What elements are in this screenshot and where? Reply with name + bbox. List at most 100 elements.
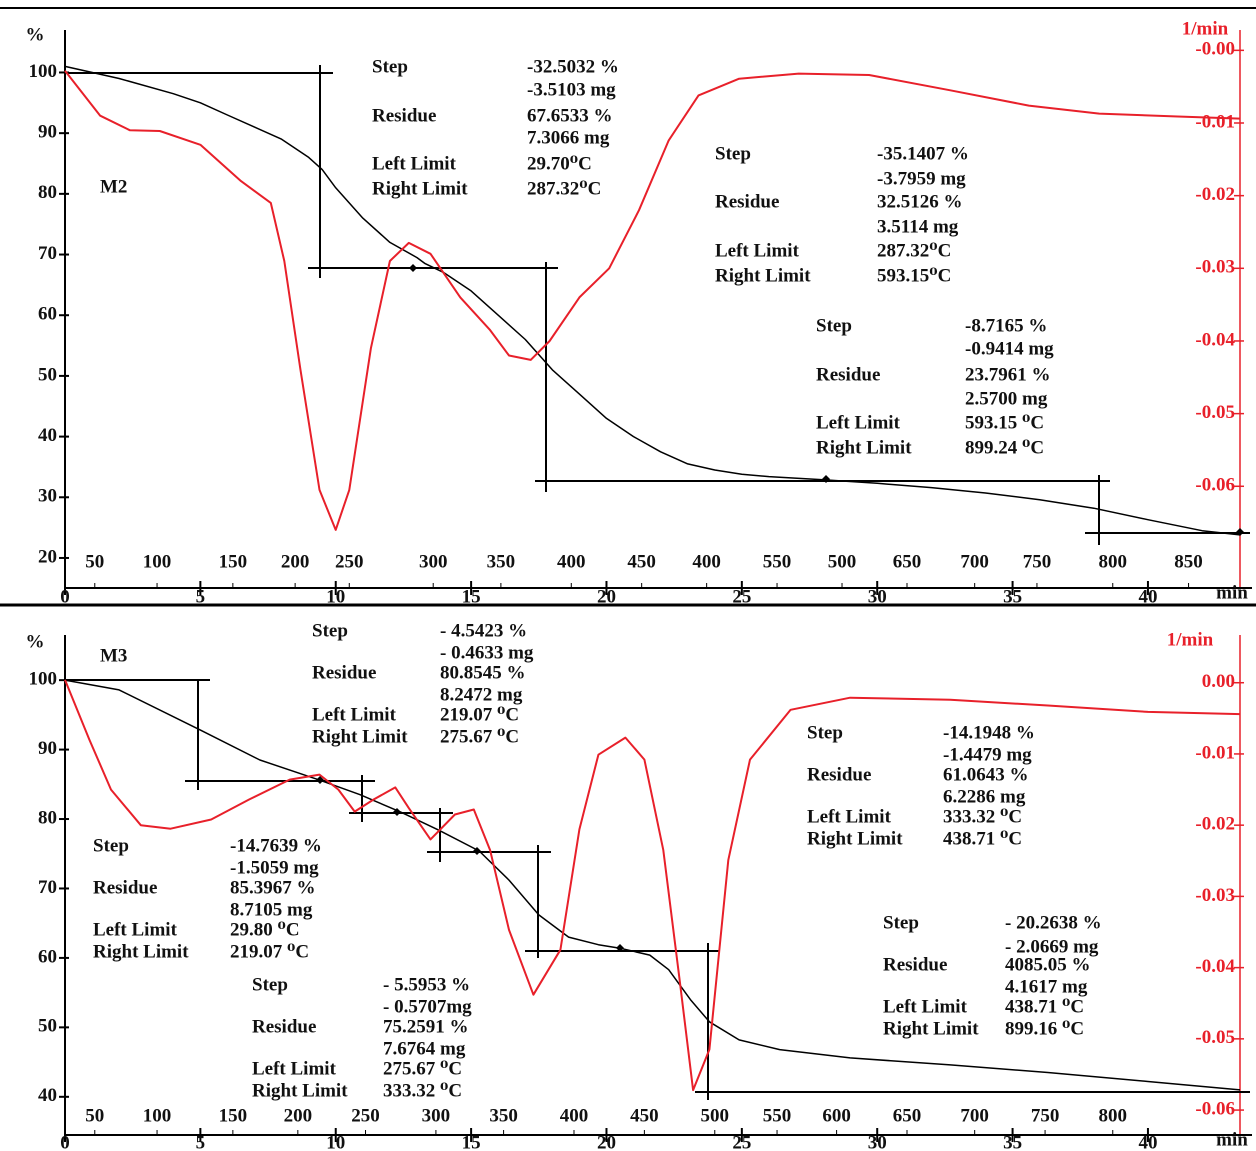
- annotation-label: Left Limit: [816, 412, 901, 433]
- x-tick-label: 25: [732, 586, 751, 607]
- y2-tick-label: -0.06: [1195, 475, 1235, 496]
- x2-tick-label: 300: [422, 1105, 451, 1126]
- x-tick-label: 0: [60, 1132, 70, 1151]
- x-tick-label: 0: [60, 586, 70, 607]
- x2-tick-label: 400: [560, 1105, 589, 1126]
- annotation-value: 275.67 ⁰C: [440, 726, 519, 747]
- x2-tick-label: 550: [763, 551, 792, 572]
- annotation-label: Right Limit: [883, 1018, 979, 1039]
- panel-label: M3: [100, 645, 127, 666]
- y-tick-label: 20: [38, 546, 57, 567]
- annotation-value: 287.32⁰C: [527, 178, 601, 199]
- x-tick-label: 40: [1138, 1132, 1157, 1151]
- annotation-value: 23.7961 %: [965, 364, 1051, 385]
- y-tick-label: 40: [38, 425, 57, 446]
- y-tick-label: 70: [38, 243, 57, 264]
- y-axis-title: %: [26, 631, 45, 652]
- x2-tick-label: 150: [219, 551, 248, 572]
- annotation-label: Step: [93, 835, 129, 856]
- x2-tick-label: 600: [822, 1105, 851, 1126]
- annotation-value: - 0.4633 mg: [440, 642, 534, 663]
- annotation-label: Residue: [883, 954, 947, 975]
- y-tick-label: 100: [29, 61, 58, 82]
- annotation-value: 29.70⁰C: [527, 153, 592, 174]
- annotation-value: 275.67 ⁰C: [383, 1058, 462, 1079]
- annotation-label: Left Limit: [372, 153, 457, 174]
- x2-tick-label: 700: [960, 551, 989, 572]
- annotation-label: Residue: [715, 191, 779, 212]
- annotation-label: Right Limit: [372, 178, 468, 199]
- x2-tick-label: 350: [487, 551, 516, 572]
- y2-tick-label: 0.00: [1202, 671, 1235, 692]
- x2-tick-label: 800: [1099, 1105, 1128, 1126]
- annotation-value: -14.1948 %: [943, 722, 1035, 743]
- annotation-value: 4.1617 mg: [1005, 976, 1088, 997]
- annotation-value: 29.80 ⁰C: [230, 919, 300, 940]
- x2-tick-label: 500: [701, 1105, 730, 1126]
- x2-tick-label: 50: [85, 551, 104, 572]
- x-tick-label: 40: [1138, 586, 1157, 607]
- y2-tick-label: -0.01: [1195, 742, 1235, 763]
- x2-tick-label: 100: [143, 551, 172, 572]
- tg-curve: [64, 65, 1241, 536]
- x2-tick-label: 100: [143, 1105, 172, 1126]
- annotation-label: Step: [807, 722, 843, 743]
- y-tick-label: 90: [38, 122, 57, 143]
- panel-label: M2: [100, 176, 127, 197]
- x-tick-label: 5: [196, 586, 206, 607]
- annotation-label: Step: [883, 912, 919, 933]
- y2-axis-title: 1/min: [1182, 18, 1229, 39]
- annotation-label: Right Limit: [816, 437, 912, 458]
- annotation-value: 8.2472 mg: [440, 684, 523, 705]
- x-tick-label: 10: [326, 1132, 345, 1151]
- annotation-value: 75.2591 %: [383, 1016, 469, 1037]
- dtg-curve: [64, 679, 1241, 1092]
- y2-tick-label: -0.02: [1195, 814, 1235, 835]
- x-tick-label: 10: [326, 586, 345, 607]
- annotation-label: Left Limit: [252, 1058, 337, 1079]
- annotation-value: 333.32 ⁰C: [383, 1080, 462, 1101]
- annotation-label: Residue: [93, 877, 157, 898]
- annotation-value: -1.4479 mg: [943, 744, 1032, 765]
- x-tick-label: 30: [868, 586, 887, 607]
- annotation-value: 80.8545 %: [440, 662, 526, 683]
- annotation-label: Left Limit: [807, 806, 892, 827]
- annotation-value: 333.32 ⁰C: [943, 806, 1022, 827]
- x2-tick-label: 250: [351, 1105, 380, 1126]
- y-tick-label: 50: [38, 364, 57, 385]
- annotation-label: Step: [372, 56, 408, 77]
- annotation-value: 4085.05 %: [1005, 954, 1091, 975]
- annotation-label: Residue: [312, 662, 376, 683]
- x2-tick-label: 550: [763, 1105, 792, 1126]
- annotation-value: 3.5114 mg: [877, 216, 959, 237]
- y2-tick-label: -0.05: [1195, 402, 1235, 423]
- annotation-value: -8.7165 %: [965, 315, 1047, 336]
- annotation-value: 7.3066 mg: [527, 127, 610, 148]
- inflection-marker: [616, 944, 624, 952]
- x2-tick-label: 50: [85, 1105, 104, 1126]
- annotation-label: Residue: [807, 764, 871, 785]
- y2-tick-label: -0.03: [1195, 257, 1235, 278]
- annotation-value: - 2.0669 mg: [1005, 936, 1099, 957]
- annotation-label: Left Limit: [312, 704, 397, 725]
- x2-tick-label: 250: [335, 551, 364, 572]
- x2-tick-label: 150: [219, 1105, 248, 1126]
- x-tick-label: 30: [868, 1132, 887, 1151]
- annotation-value: 593.15 ⁰C: [965, 412, 1044, 433]
- annotation-value: - 0.5707mg: [383, 996, 472, 1017]
- annotation-label: Right Limit: [252, 1080, 348, 1101]
- y-axis-title: %: [26, 24, 45, 45]
- inflection-marker: [409, 264, 417, 272]
- annotation-value: -35.1407 %: [877, 143, 969, 164]
- x2-tick-label: 400: [692, 551, 721, 572]
- annotation-label: Right Limit: [93, 941, 189, 962]
- annotation-value: 61.0643 %: [943, 764, 1029, 785]
- annotation-value: 2.5700 mg: [965, 388, 1048, 409]
- x-axis-title: min: [1216, 1129, 1248, 1150]
- x-tick-label: 25: [732, 1132, 751, 1151]
- y2-tick-label: -0.04: [1195, 956, 1235, 977]
- annotation-label: Left Limit: [715, 240, 800, 261]
- annotation-value: 32.5126 %: [877, 191, 963, 212]
- x-tick-label: 5: [196, 1132, 206, 1151]
- x-tick-label: 35: [1003, 586, 1022, 607]
